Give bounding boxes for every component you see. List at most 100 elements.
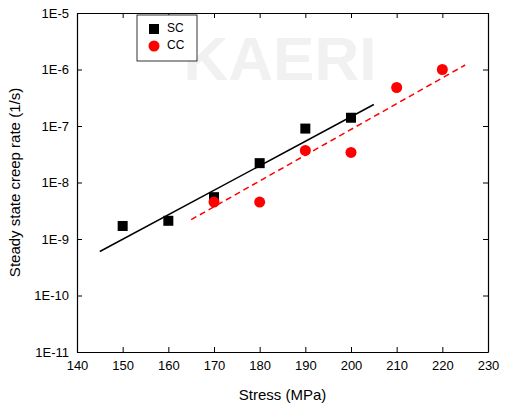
tick-mark (77, 296, 82, 297)
y-axis-title: Steady state creep rate (1/s) (6, 88, 23, 277)
data-point (346, 147, 357, 158)
watermark: KAERI (184, 24, 377, 93)
tick-mark (77, 70, 82, 71)
tick-mark (77, 183, 82, 184)
tick-mark (123, 347, 124, 352)
axis: 1E-11 1E-10 1E-9 1E-8 1E-7 1E-6 1E-5 (34, 6, 82, 360)
tick-label: 1E-8 (42, 175, 69, 190)
axis: 140150160170180190200210220230 (67, 347, 500, 373)
tick-mark (305, 347, 306, 352)
tick: 1E-7 (42, 119, 82, 134)
tick: 190 (295, 347, 317, 373)
tick-mark (483, 126, 488, 127)
tick (483, 70, 488, 71)
tick-mark (168, 347, 169, 352)
tick-mark (351, 13, 352, 18)
tick (483, 126, 488, 127)
tick: 1E-11 (35, 345, 82, 360)
tick-mark (397, 13, 398, 18)
tick: 1E-8 (42, 175, 82, 190)
legend-label: CC (167, 38, 185, 52)
axis (483, 14, 489, 353)
tick-mark (77, 352, 82, 353)
tick-mark (123, 13, 124, 18)
tick-mark (483, 239, 488, 240)
tick (260, 13, 261, 18)
legend-label: SC (167, 21, 184, 35)
tick (483, 183, 488, 184)
tick-label: 1E-7 (42, 119, 69, 134)
tick-label: 1E-9 (42, 232, 69, 247)
tick-mark (483, 13, 488, 14)
tick (305, 13, 306, 18)
tick (351, 13, 352, 18)
tick (483, 352, 488, 353)
tick: 180 (249, 347, 271, 373)
tick-mark (351, 347, 352, 352)
tick (483, 13, 488, 14)
tick-mark (442, 13, 443, 18)
legend: SC CC (137, 15, 197, 61)
tick-mark (260, 13, 261, 18)
tick (397, 13, 398, 18)
data-point (254, 197, 265, 208)
tick-mark (77, 13, 82, 14)
tick-label: 170 (204, 358, 226, 373)
fit-line (191, 65, 465, 220)
tick: 1E-6 (42, 62, 82, 77)
tick: 200 (341, 347, 363, 373)
chart: KAERI1401501601701801902002102202301E-11… (0, 0, 532, 412)
tick-mark (397, 347, 398, 352)
tick (214, 13, 215, 18)
axis-line (78, 352, 489, 353)
tick: 1E-9 (42, 232, 82, 247)
data-point (391, 82, 402, 93)
tick-mark (214, 13, 215, 18)
data-point (300, 124, 310, 134)
tick-label: 1E-6 (42, 62, 69, 77)
plot: 1401501601701801902002102202301E-111E-10… (34, 6, 499, 374)
tick-label: 210 (386, 358, 408, 373)
tick-mark (483, 296, 488, 297)
tick-label: 1E-10 (34, 288, 69, 303)
tick-mark (483, 352, 488, 353)
tick: 170 (204, 347, 226, 373)
legend-box (137, 15, 197, 61)
data-point (118, 221, 128, 231)
data (100, 64, 465, 252)
tick-mark (442, 347, 443, 352)
data-point (300, 145, 311, 156)
tick-label: 1E-11 (35, 345, 69, 360)
tick-label: 200 (341, 358, 363, 373)
tick-label: 1E-5 (42, 6, 69, 21)
tick-mark (305, 13, 306, 18)
data-point (437, 64, 448, 75)
tick: 210 (386, 347, 408, 373)
tick-label: 160 (158, 358, 180, 373)
tick: 1E-10 (34, 288, 82, 303)
tick (442, 13, 443, 18)
data-point (209, 197, 220, 208)
tick-mark (483, 183, 488, 184)
tick: 220 (432, 347, 454, 373)
axis-line (488, 14, 489, 353)
tick (483, 239, 488, 240)
tick-mark (483, 70, 488, 71)
axis-line (78, 13, 489, 14)
tick-label: 190 (295, 358, 317, 373)
fit-line (100, 105, 374, 252)
legend-marker (149, 24, 159, 34)
tick: 160 (158, 347, 180, 373)
tick-mark (77, 126, 82, 127)
tick-label: 180 (249, 358, 271, 373)
tick-mark (77, 239, 82, 240)
tick-label: 140 (67, 358, 89, 373)
tick: 1E-5 (42, 6, 82, 21)
tick (123, 13, 124, 18)
tick-label: 220 (432, 358, 454, 373)
x-axis-title: Stress (MPa) (239, 386, 327, 403)
tick-mark (260, 347, 261, 352)
tick-mark (214, 347, 215, 352)
tick: 150 (112, 347, 134, 373)
tick (483, 296, 488, 297)
